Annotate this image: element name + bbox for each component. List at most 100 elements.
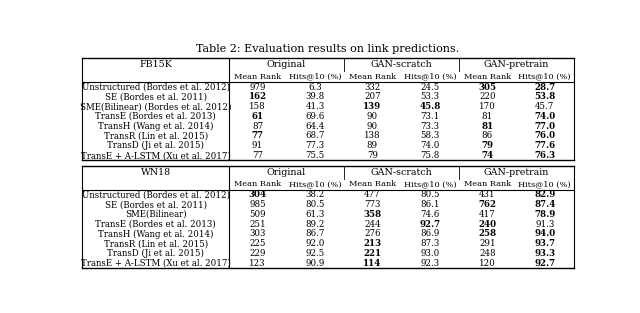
Text: 332: 332 bbox=[364, 83, 381, 91]
Text: 94.0: 94.0 bbox=[534, 229, 556, 239]
Text: 92.0: 92.0 bbox=[305, 239, 324, 248]
Text: 158: 158 bbox=[249, 102, 266, 111]
Text: 77.6: 77.6 bbox=[534, 141, 556, 150]
Text: 77: 77 bbox=[252, 151, 263, 160]
Text: 213: 213 bbox=[364, 239, 381, 248]
Text: 86.1: 86.1 bbox=[420, 200, 440, 209]
Text: 985: 985 bbox=[249, 200, 266, 209]
Text: 61.3: 61.3 bbox=[305, 210, 324, 219]
Text: 305: 305 bbox=[478, 83, 497, 91]
Text: 74: 74 bbox=[481, 151, 493, 160]
Text: 477: 477 bbox=[364, 190, 381, 199]
Text: 120: 120 bbox=[479, 259, 496, 268]
Text: 81: 81 bbox=[482, 112, 493, 121]
Text: 123: 123 bbox=[249, 259, 266, 268]
Text: SE (Bordes et al. 2011): SE (Bordes et al. 2011) bbox=[104, 92, 207, 101]
Text: 114: 114 bbox=[364, 259, 381, 268]
Text: 207: 207 bbox=[364, 92, 381, 101]
Text: 74.6: 74.6 bbox=[420, 210, 440, 219]
Text: 90: 90 bbox=[367, 112, 378, 121]
Text: 229: 229 bbox=[249, 249, 266, 258]
Text: TransH (Wang et al. 2014): TransH (Wang et al. 2014) bbox=[98, 229, 213, 239]
Text: 92.5: 92.5 bbox=[305, 249, 324, 258]
Text: Mean Rank: Mean Rank bbox=[349, 181, 396, 188]
Text: Unstructured (Bordes et al. 2012): Unstructured (Bordes et al. 2012) bbox=[81, 190, 230, 199]
Text: 45.7: 45.7 bbox=[535, 102, 554, 111]
Text: Original: Original bbox=[267, 168, 306, 177]
Text: 276: 276 bbox=[364, 229, 381, 239]
Text: 81: 81 bbox=[481, 122, 493, 131]
Text: 24.5: 24.5 bbox=[420, 83, 440, 91]
Text: 77.3: 77.3 bbox=[305, 141, 324, 150]
Text: 93.3: 93.3 bbox=[534, 249, 556, 258]
Text: TransR (Lin et al. 2015): TransR (Lin et al. 2015) bbox=[104, 239, 208, 248]
Text: TransD (Ji et al. 2015): TransD (Ji et al. 2015) bbox=[107, 141, 204, 150]
Text: 39.8: 39.8 bbox=[305, 92, 324, 101]
Text: 28.7: 28.7 bbox=[534, 83, 556, 91]
Text: GAN-pretrain: GAN-pretrain bbox=[483, 168, 548, 177]
Text: TransE (Bordes et al. 2013): TransE (Bordes et al. 2013) bbox=[95, 112, 216, 121]
Text: TransH (Wang et al. 2014): TransH (Wang et al. 2014) bbox=[98, 122, 213, 131]
Text: 251: 251 bbox=[249, 220, 266, 229]
Text: Hits@10 (%): Hits@10 (%) bbox=[518, 181, 571, 188]
Text: GAN-scratch: GAN-scratch bbox=[371, 168, 432, 177]
Text: 431: 431 bbox=[479, 190, 495, 199]
Text: Unstructured (Bordes et al. 2012): Unstructured (Bordes et al. 2012) bbox=[81, 83, 230, 91]
Text: 68.7: 68.7 bbox=[305, 131, 324, 141]
Text: 80.5: 80.5 bbox=[305, 200, 324, 209]
Text: Mean Rank: Mean Rank bbox=[464, 73, 511, 81]
Text: 41.3: 41.3 bbox=[305, 102, 324, 111]
Text: 91: 91 bbox=[252, 141, 263, 150]
Text: 87: 87 bbox=[252, 122, 263, 131]
Text: 74.0: 74.0 bbox=[420, 141, 440, 150]
Text: 762: 762 bbox=[478, 200, 497, 209]
Text: 61: 61 bbox=[252, 112, 264, 121]
Text: 244: 244 bbox=[364, 220, 381, 229]
Text: 75.8: 75.8 bbox=[420, 151, 440, 160]
Text: 93.7: 93.7 bbox=[534, 239, 556, 248]
Text: 53.8: 53.8 bbox=[534, 92, 556, 101]
Text: 92.7: 92.7 bbox=[534, 259, 556, 268]
Text: 170: 170 bbox=[479, 102, 496, 111]
Text: 73.1: 73.1 bbox=[420, 112, 440, 121]
Text: SE (Bordes et al. 2011): SE (Bordes et al. 2011) bbox=[104, 200, 207, 209]
Text: Hits@10 (%): Hits@10 (%) bbox=[404, 73, 456, 81]
Text: FB15K: FB15K bbox=[140, 60, 172, 69]
Text: 45.8: 45.8 bbox=[419, 102, 440, 111]
Text: 90: 90 bbox=[367, 122, 378, 131]
Text: 76.3: 76.3 bbox=[534, 151, 556, 160]
Text: 91.3: 91.3 bbox=[535, 220, 554, 229]
Text: 93.0: 93.0 bbox=[420, 249, 440, 258]
Text: TransD (Ji et al. 2015): TransD (Ji et al. 2015) bbox=[107, 249, 204, 258]
Text: Hits@10 (%): Hits@10 (%) bbox=[289, 181, 341, 188]
Text: 80.5: 80.5 bbox=[420, 190, 440, 199]
Text: WN18: WN18 bbox=[141, 168, 171, 177]
Text: 90.9: 90.9 bbox=[305, 259, 324, 268]
Text: Mean Rank: Mean Rank bbox=[234, 181, 281, 188]
Text: 78.9: 78.9 bbox=[534, 210, 556, 219]
Text: 291: 291 bbox=[479, 239, 495, 248]
Text: Hits@10 (%): Hits@10 (%) bbox=[518, 73, 571, 81]
Text: 86.7: 86.7 bbox=[305, 229, 324, 239]
Text: 162: 162 bbox=[248, 92, 267, 101]
Text: 92.7: 92.7 bbox=[419, 220, 440, 229]
Text: 221: 221 bbox=[364, 249, 381, 258]
Text: 53.3: 53.3 bbox=[420, 92, 440, 101]
Text: Mean Rank: Mean Rank bbox=[234, 73, 281, 81]
Text: 77.0: 77.0 bbox=[534, 122, 556, 131]
Text: 92.3: 92.3 bbox=[420, 259, 440, 268]
Text: GAN-pretrain: GAN-pretrain bbox=[483, 60, 548, 69]
Text: Hits@10 (%): Hits@10 (%) bbox=[289, 73, 341, 81]
Text: 303: 303 bbox=[250, 229, 266, 239]
Text: 417: 417 bbox=[479, 210, 495, 219]
Text: SME(Bilinear) (Bordes et al. 2012): SME(Bilinear) (Bordes et al. 2012) bbox=[80, 102, 232, 111]
Text: 258: 258 bbox=[478, 229, 497, 239]
Text: 77: 77 bbox=[252, 131, 264, 141]
Text: 979: 979 bbox=[249, 83, 266, 91]
Text: 304: 304 bbox=[248, 190, 267, 199]
Text: 773: 773 bbox=[364, 200, 381, 209]
Text: TransR (Lin et al. 2015): TransR (Lin et al. 2015) bbox=[104, 131, 208, 141]
Text: 58.3: 58.3 bbox=[420, 131, 440, 141]
Text: 86.9: 86.9 bbox=[420, 229, 440, 239]
Text: Table 2: Evaluation results on link predictions.: Table 2: Evaluation results on link pred… bbox=[196, 44, 460, 54]
